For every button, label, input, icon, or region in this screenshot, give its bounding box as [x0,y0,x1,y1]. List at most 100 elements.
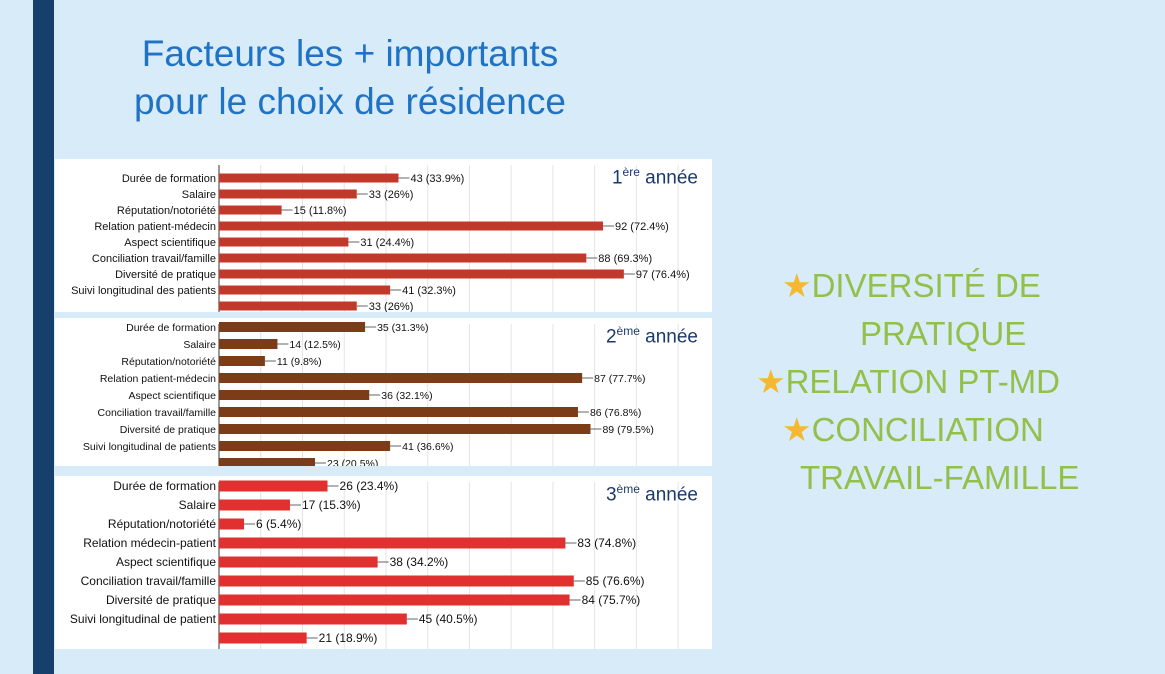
year-label-1: 1ère année [611,165,698,189]
bar [219,575,574,587]
value-label: 35 (31.3%) [377,322,428,334]
bar [219,458,315,466]
category-label: Suivi longitudinal des patients [71,285,216,297]
category-label: Relation patient-médecin [94,221,216,233]
category-label: Réputation/notoriété [108,517,216,531]
category-label: Conciliation travail/famille [98,407,217,419]
bar [219,237,349,247]
year-label-3: 3ème année [605,482,698,506]
category-label: Aspect scientifique [124,237,216,249]
category-label: Conciliation travail/famille [92,253,216,265]
category-label: Suivi longitudinal de patients [83,441,216,453]
value-label: 97 (76.4%) [636,269,690,281]
value-label: 17 (15.3%) [302,498,361,512]
category-label: Relation patient-médecin [100,373,216,385]
bar [219,356,265,366]
value-label: 23 (20.5%) [327,458,378,466]
bar [219,613,407,625]
bar [219,424,591,434]
value-label: 41 (36.6%) [402,441,453,453]
value-label: 36 (32.1%) [381,390,432,402]
bar [219,390,370,400]
bar [219,407,578,417]
year-label-2: 2ème année [605,324,698,348]
category-label: Diversité de pratique [115,269,216,281]
bar [219,594,570,606]
category-label: Durée de formation [122,173,216,185]
bar [219,537,566,549]
category-label: Aspect scientifique [128,390,216,402]
star-icon: ★ [782,267,812,304]
bar [219,301,357,311]
chart-panel-year-1: Durée de formation 43 (33.9%) Salaire 33 (2… [55,159,712,312]
category-label: Durée de formation [113,479,216,493]
bar [219,518,245,530]
bar [219,173,399,183]
chart-panel-year-3: Durée de formation 26 (23.4%) Salaire 17 (1… [55,476,712,649]
value-label: 26 (23.4%) [340,479,399,493]
slide-title: Facteurs les + importants pour le choix … [70,30,630,126]
highlight-item-3-cont: TRAVAIL-FAMILLE [800,459,1080,496]
category-label: Diversité de pratique [106,593,216,607]
category-label: Salaire [182,189,216,201]
bar [219,285,391,295]
value-label: 6 (5.4%) [256,517,301,531]
bar [219,480,328,492]
category-label: Aspect scientifique [116,555,216,569]
category-label: Réputation/notoriété [117,205,216,217]
value-label: 31 (24.4%) [360,237,414,249]
value-label: 33 (26%) [369,189,414,201]
bar-chart-year-2: Durée de formation 35 (31.3%) Salaire 14 (1… [83,322,679,466]
value-label: 83 (74.8%) [577,536,636,550]
left-accent-bar [33,0,54,674]
bar [219,441,391,451]
value-label: 88 (69.3%) [598,253,652,265]
category-label: Conciliation travail/famille [81,574,217,588]
bar-chart-year-3: Durée de formation 26 (23.4%) Salaire 17 (1… [70,479,679,649]
category-label: Réputation/notoriété [121,356,216,368]
value-label: 45 (40.5%) [419,612,478,626]
bar [219,253,587,263]
highlight-item-1: ★DIVERSITÉ DE [782,267,1041,304]
category-label: Suivi longitudinal de patient [70,612,217,626]
category-label: Diversité de pratique [120,424,216,436]
bar [219,205,282,215]
category-label: Relation médecin-patient [83,536,216,550]
value-label: 89 (79.5%) [602,424,653,436]
value-label: 21 (18.9%) [319,631,378,645]
title-line-2: pour le choix de résidence [134,81,566,122]
value-label: 41 (32.3%) [402,285,456,297]
highlight-item-2: ★RELATION PT-MD [756,363,1061,400]
value-label: 14 (12.5%) [289,339,340,351]
bar [219,189,357,199]
bar [219,269,624,279]
bar [219,221,603,231]
bar [219,322,366,332]
category-label: Salaire [179,498,217,512]
highlights-list: ★DIVERSITÉ DE PRATIQUE ★RELATION PT-MD ★… [740,262,1140,502]
category-label: Durée de formation [126,322,216,334]
highlight-item-3: ★CONCILIATION [782,411,1044,448]
value-label: 85 (76.6%) [586,574,645,588]
value-label: 92 (72.4%) [615,221,669,233]
star-icon: ★ [756,363,786,400]
value-label: 15 (11.8%) [294,205,347,217]
bar-chart-year-1: Durée de formation 43 (33.9%) Salaire 33 (2… [71,165,690,312]
value-label: 43 (33.9%) [410,173,464,185]
value-label: 87 (77.7%) [594,373,645,385]
highlight-item-1-cont: PRATIQUE [860,315,1027,352]
value-label: 38 (34.2%) [390,555,449,569]
title-line-1: Facteurs les + importants [141,33,559,74]
value-label: 33 (26%) [369,301,414,312]
bar [219,632,307,644]
category-label: Salaire [183,339,216,351]
chart-panel-year-2: Durée de formation 35 (31.3%) Salaire 14 (1… [55,318,712,466]
bar [219,556,378,568]
bar [219,339,278,349]
value-label: 11 (9.8%) [277,356,322,368]
value-label: 86 (76.8%) [590,407,641,419]
star-icon: ★ [782,411,812,448]
bar [219,499,290,511]
bar [219,373,583,383]
value-label: 84 (75.7%) [582,593,641,607]
